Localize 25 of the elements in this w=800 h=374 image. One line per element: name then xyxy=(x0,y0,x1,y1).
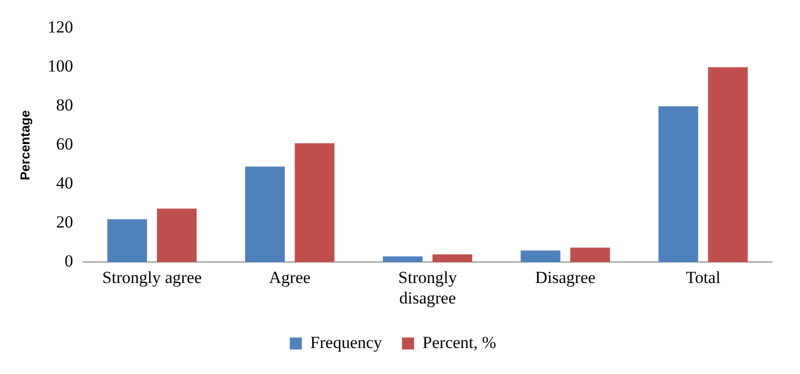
x-tick-label: Strongly agree xyxy=(102,268,202,287)
bar xyxy=(156,208,197,262)
bar xyxy=(708,67,748,262)
x-tick-label: Agree xyxy=(269,268,311,287)
bar xyxy=(432,254,472,262)
x-tick-label: Disagree xyxy=(535,268,596,287)
y-tick-label: 120 xyxy=(48,18,74,37)
bar xyxy=(294,143,334,262)
bar xyxy=(520,250,560,262)
bar xyxy=(382,256,423,262)
y-tick-label: 20 xyxy=(56,212,74,232)
bar xyxy=(658,106,698,262)
y-tick-label: 60 xyxy=(56,134,74,154)
bar xyxy=(245,166,285,262)
legend-label: Percent, % xyxy=(422,332,496,352)
y-tick-label: 80 xyxy=(56,96,74,115)
y-tick-label: 40 xyxy=(56,174,74,193)
bar xyxy=(107,219,148,262)
y-tick-label: 100 xyxy=(48,56,74,76)
bar xyxy=(570,248,610,262)
x-tick-label: Strongly disagree xyxy=(398,268,458,308)
y-axis-title: Percentage xyxy=(17,110,32,180)
x-tick-label: Total xyxy=(686,268,721,287)
legend-label: Frequency xyxy=(310,332,383,352)
y-tick-label: 0 xyxy=(64,252,74,271)
